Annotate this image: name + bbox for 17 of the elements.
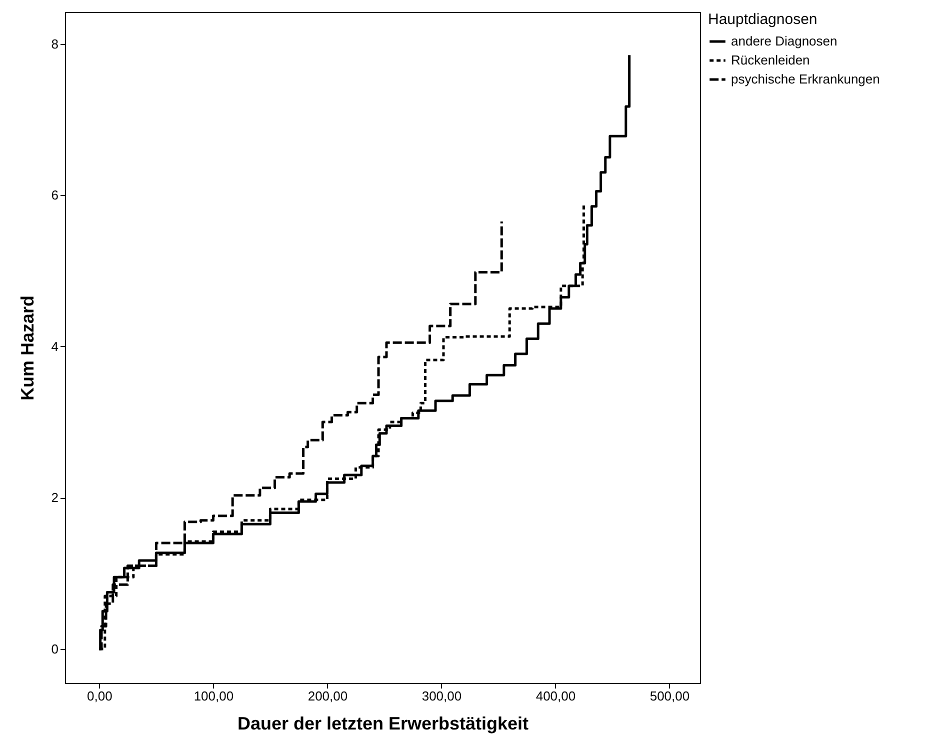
y-tick-label: 6 [51,188,58,203]
x-axis-title: Dauer der letzten Erwerbstätigkeit [237,714,529,734]
x-tick-label: 0,00 [87,688,112,704]
x-tick-label: 200,00 [308,688,348,704]
y-tick-label: 4 [51,338,58,354]
legend-label: andere Diagnosen [731,34,838,48]
y-axis-title: Kum Hazard [17,295,38,401]
x-tick-label: 100,00 [194,688,234,704]
y-tick-label: 0 [51,641,58,656]
legend-label: Rückenleiden [731,52,810,68]
y-tick-label: 8 [51,36,58,52]
y-tick-label: 2 [51,490,58,506]
x-tick-label: 500,00 [650,688,690,704]
x-tick-label: 400,00 [536,688,576,704]
x-tick-label: 300,00 [422,688,462,704]
legend-label: psychische Erkrankungen [731,72,880,86]
legend-title: Hauptdiagnosen [708,11,818,28]
